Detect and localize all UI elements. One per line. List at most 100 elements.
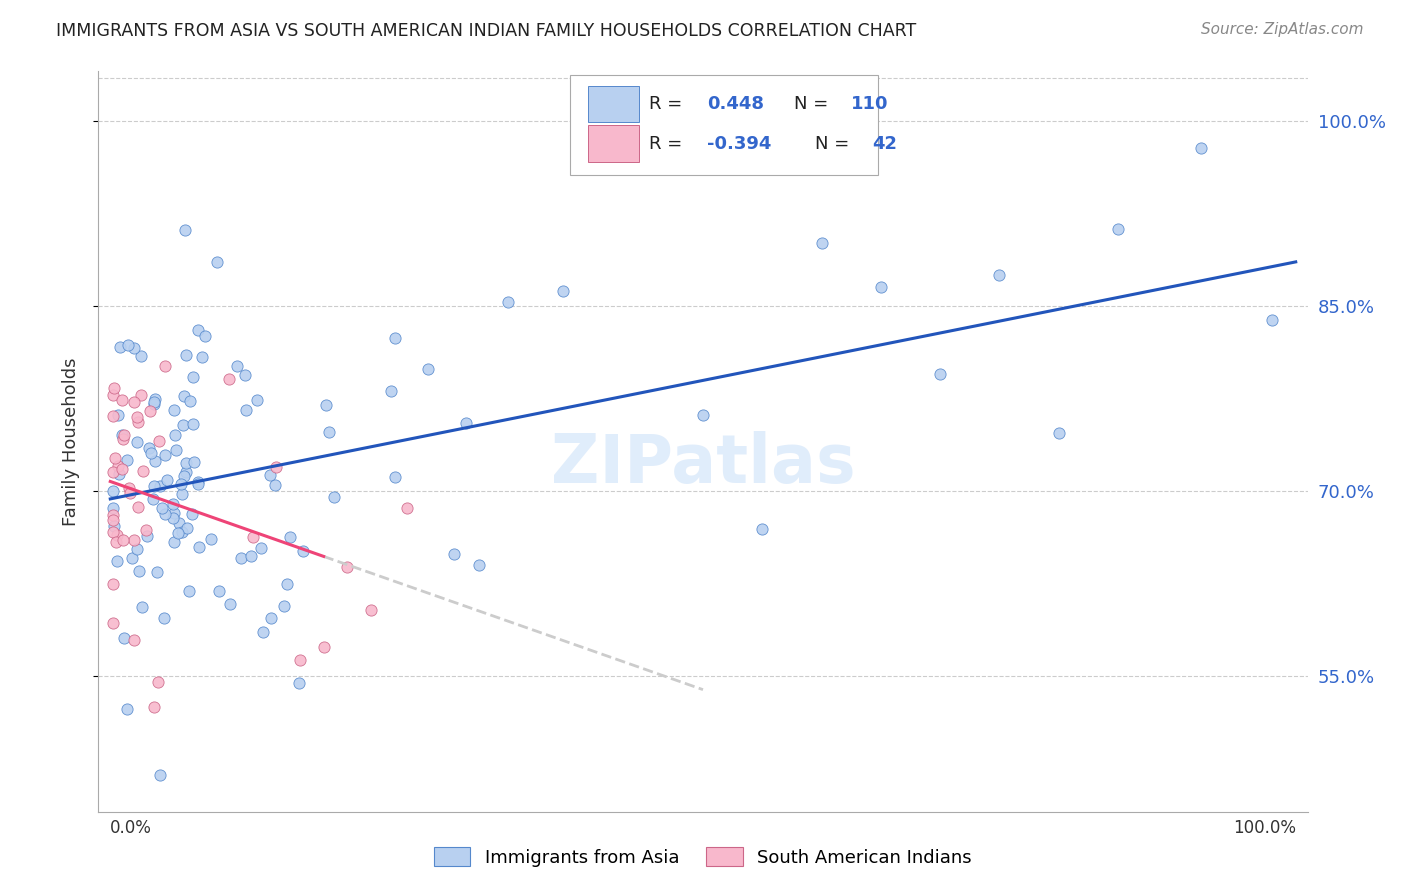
Point <box>111 392 134 407</box>
Point <box>205 255 228 269</box>
Point <box>380 384 402 398</box>
Point <box>443 547 465 561</box>
Text: Source: ZipAtlas.com: Source: ZipAtlas.com <box>1201 22 1364 37</box>
Point <box>183 455 205 469</box>
Point <box>751 523 773 537</box>
Point <box>162 497 184 511</box>
Point <box>810 235 832 250</box>
Point <box>235 403 257 417</box>
Point <box>929 367 952 381</box>
Point <box>188 540 211 554</box>
Point <box>1189 141 1212 155</box>
Point <box>292 544 315 558</box>
Point <box>259 467 281 482</box>
Point <box>264 459 287 474</box>
Point <box>103 450 125 465</box>
Point <box>174 223 197 237</box>
Point <box>187 476 209 491</box>
Point <box>148 434 170 449</box>
Point <box>988 268 1011 282</box>
Point <box>246 392 269 407</box>
Point <box>174 465 197 479</box>
Point <box>101 577 124 591</box>
Text: 100.0%: 100.0% <box>1233 819 1296 837</box>
Point <box>167 526 190 541</box>
Point <box>101 484 124 499</box>
Point <box>127 500 149 515</box>
Point <box>250 541 273 556</box>
Point <box>187 475 209 489</box>
Point <box>288 653 311 667</box>
Point <box>181 507 204 521</box>
Y-axis label: Family Households: Family Households <box>62 358 80 525</box>
Point <box>869 280 891 294</box>
Point <box>384 331 406 345</box>
Point <box>124 632 146 647</box>
Point <box>149 479 172 493</box>
Point <box>312 640 335 655</box>
Point <box>103 381 125 395</box>
Point <box>226 359 249 374</box>
Point <box>121 550 143 565</box>
Point <box>395 501 418 516</box>
Point <box>143 397 166 411</box>
Point <box>174 347 197 361</box>
Point <box>163 506 186 520</box>
Point <box>112 632 135 646</box>
Point <box>150 500 173 515</box>
FancyBboxPatch shape <box>588 126 638 161</box>
Point <box>127 415 149 429</box>
Point <box>315 398 337 412</box>
Point <box>153 507 176 521</box>
Point <box>108 467 131 481</box>
Point <box>692 408 714 422</box>
Point <box>131 387 153 401</box>
Point <box>163 535 186 549</box>
Point <box>181 369 204 384</box>
Point <box>260 611 283 625</box>
Point <box>233 368 256 382</box>
Point <box>146 674 169 689</box>
Point <box>191 350 214 364</box>
Point <box>200 533 222 547</box>
FancyBboxPatch shape <box>569 75 879 175</box>
Text: 110: 110 <box>851 95 889 113</box>
Text: N =: N = <box>815 135 849 153</box>
Point <box>416 362 439 376</box>
Point <box>143 394 166 409</box>
Point <box>115 453 138 467</box>
Point <box>242 531 264 545</box>
Point <box>193 329 215 343</box>
Point <box>125 435 148 450</box>
Point <box>156 473 179 487</box>
Point <box>173 389 195 403</box>
Point <box>172 418 194 433</box>
Point <box>360 603 382 617</box>
Text: R =: R = <box>648 135 682 153</box>
Point <box>142 700 165 714</box>
Point <box>173 468 195 483</box>
Point <box>101 524 124 539</box>
Point <box>122 533 145 547</box>
Point <box>105 534 128 549</box>
Point <box>103 519 125 533</box>
Point <box>131 599 153 614</box>
Point <box>138 442 160 456</box>
Point <box>131 349 153 363</box>
Point <box>252 624 274 639</box>
Point <box>112 433 135 447</box>
Point <box>139 445 162 459</box>
Point <box>322 490 344 504</box>
Point <box>273 599 295 613</box>
Point <box>111 427 134 442</box>
Point <box>231 551 253 566</box>
Point <box>288 675 311 690</box>
Point <box>153 610 176 624</box>
Point <box>101 513 124 527</box>
Point <box>128 564 150 578</box>
Point <box>107 409 129 423</box>
Point <box>218 597 240 611</box>
Point <box>179 394 201 409</box>
Point <box>136 529 159 543</box>
Point <box>107 458 129 473</box>
